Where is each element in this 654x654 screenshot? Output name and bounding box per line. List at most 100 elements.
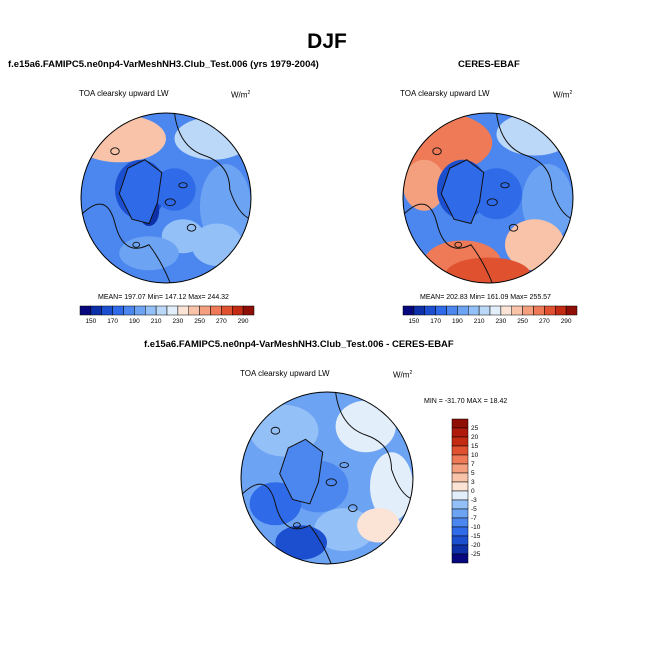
model-colorbar-box [177,305,189,316]
model-island-coastline [186,223,197,232]
diff-colorbar-box [451,544,469,555]
obs-colorbar-box [457,305,469,316]
model-field-region [119,236,179,271]
obs-colorbar-box [478,305,491,316]
diff-colorbar-box [451,481,469,492]
diff-colorbar-box [451,445,469,456]
model-field-region [191,223,243,266]
obs-field-region [403,159,446,211]
model-map-border [80,112,252,284]
model-north-america-coastline [81,203,171,283]
diff-colorbar-tick-label: 0 [471,488,475,495]
obs-island-coastline [500,182,510,189]
obs-colorbar-box [565,305,578,316]
diff-north-america-coastline [241,483,332,564]
model-colorbar-box [90,305,102,316]
obs-field-region [445,257,531,283]
model-colorbar-tick-label: 230 [172,318,183,325]
diff-field-region [370,452,413,521]
obs-colorbar-box [555,305,567,316]
diff-colorbar-tick-label: -20 [471,542,481,549]
model-colorbar-box [188,305,200,316]
diff-colorbar-box [451,436,469,447]
diff-island-coastline [293,522,301,529]
main-title: DJF [307,30,347,53]
diff-colorbar-box [451,499,469,510]
obs-colorbar-tick-label: 250 [517,318,528,325]
diff-colorbar-box [451,418,469,429]
diff-colorbar-tick-label: 15 [471,443,479,450]
obs-colorbar-tick-label: 170 [430,318,441,325]
diff-colorbar-box [451,454,469,465]
obs-colorbar-box [511,305,523,316]
model-field-region [81,114,166,163]
diff-polar-map [241,392,413,564]
obs-colorbar-box [446,305,458,316]
obs-stats-text: MEAN= 202.83 Min= 161.09 Max= 255.57 [420,294,551,301]
model-colorbar-box [232,305,244,316]
obs-colorbar-box [544,305,556,316]
model-units-label: W/m2 [231,90,251,100]
obs-north-america-coastline [403,203,493,283]
obs-colorbar-box [413,305,425,316]
model-colorbar-box [221,305,233,316]
obs-greenland-coastline [440,159,485,225]
model-stats-text: MEAN= 197.07 Min= 147.12 Max= 244.32 [98,294,229,301]
diff-colorbar-box [451,490,469,501]
obs-eurasia-coastline [496,113,573,220]
diff-island-coastline [348,504,358,512]
diff-greenland-coastline [279,438,324,505]
diff-colorbar-tick-label: -25 [471,551,481,558]
obs-colorbar-box [522,305,534,316]
obs-polar-map [403,113,573,283]
diff-field-region [335,400,396,453]
diff-colorbar-box [451,472,469,483]
model-polar-map [81,113,251,283]
model-colorbar-tick-label: 190 [129,318,140,325]
obs-variable-label: TOA clearsky upward LW [400,89,490,98]
diff-colorbar-box [451,526,469,537]
diff-stats-text: MIN = -31.70 MAX = 18.42 [424,398,508,405]
model-island-coastline [110,147,120,156]
model-island-coastline [132,241,141,248]
model-greenland-coastline [118,159,163,225]
model-colorbar-box [145,305,157,316]
diff-map-border [240,391,414,565]
diff-island-coastline [339,462,349,469]
diff-colorbar-tick-label: 5 [471,470,475,477]
model-colorbar-tick-label: 170 [107,318,118,325]
obs-colorbar-box [402,305,415,316]
model-colorbar-box [79,305,92,316]
model-field-region [174,117,251,160]
obs-colorbar-tick-label: 270 [539,318,550,325]
obs-colorbar-box [468,305,480,316]
diff-colorbar-tick-label: -5 [471,506,477,513]
model-colorbar-tick-label: 270 [216,318,227,325]
diff-colorbar: 25 20 15 10 7 5 3 0 -3 -5 -7 -10 -15 -20 -25 [451,418,481,564]
diff-colorbar-tick-label: 25 [471,425,479,432]
obs-colorbar-box [500,305,512,316]
model-panel-title: f.e15a6.FAMIPC5.ne0np4-VarMeshNH3.Club_T… [8,59,319,70]
diff-colorbar-tick-label: 20 [471,434,479,441]
model-colorbar-tick-label: 290 [238,318,249,325]
obs-island-coastline [432,147,442,156]
diff-colorbar-box [451,535,469,546]
model-colorbar-box [199,305,211,316]
model-island-coastline [178,182,188,189]
model-eurasia-coastline [174,113,251,220]
obs-colorbar-tick-label: 210 [474,318,485,325]
model-colorbar-box [134,305,146,316]
obs-colorbar: 150 170 190 210 230 250 270 290 [402,305,578,325]
diff-field-region [357,508,401,543]
obs-island-coastline [454,241,463,248]
diff-colorbar-tick-label: 7 [471,461,475,468]
diff-colorbar-box [451,427,469,438]
diff-colorbar-tick-label: -15 [471,533,481,540]
diff-colorbar-tick-label: -3 [471,497,477,504]
obs-colorbar-tick-label: 150 [408,318,419,325]
diff-colorbar-tick-label: -10 [471,524,481,531]
obs-colorbar-tick-label: 190 [452,318,463,325]
obs-field-region [496,113,573,156]
model-colorbar-box [112,305,124,316]
